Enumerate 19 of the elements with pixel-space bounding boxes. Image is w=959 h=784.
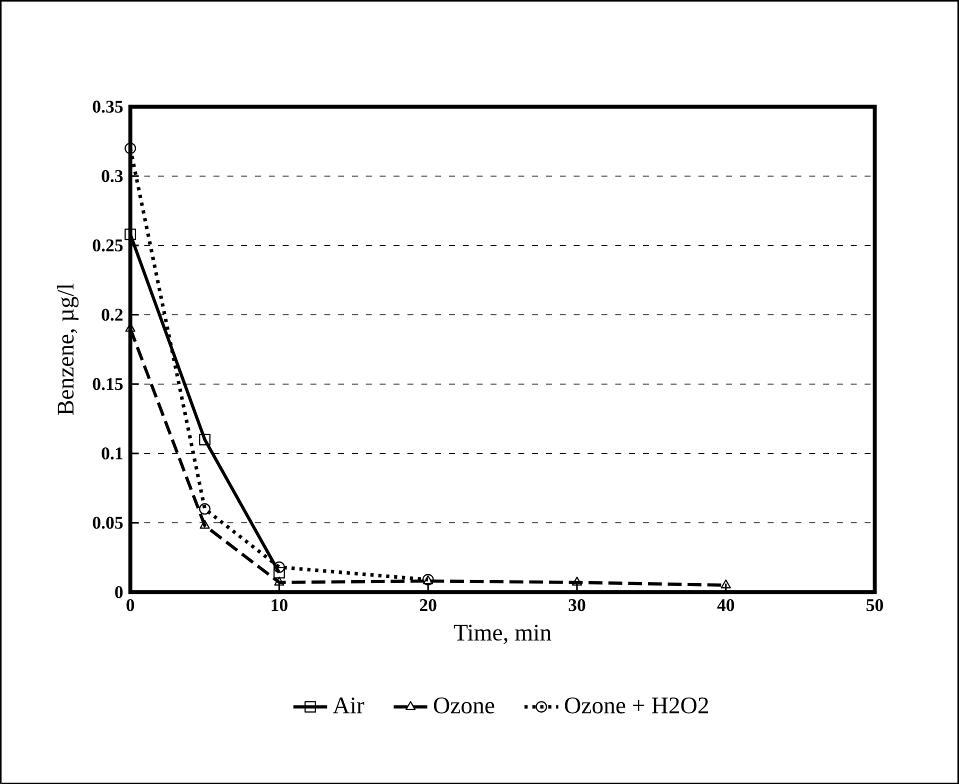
legend-label: Ozone bbox=[434, 697, 494, 714]
y-tick-label: 0.35 bbox=[92, 100, 123, 113]
y-axis-title: Benzene, µg/l bbox=[56, 284, 79, 415]
legend-label: Air bbox=[332, 697, 364, 714]
y-tick-label: 0.3 bbox=[102, 170, 123, 182]
x-tick-label: 30 bbox=[568, 598, 586, 611]
y-tick-label: 0.25 bbox=[92, 239, 123, 252]
y-tick-label: 0.1 bbox=[102, 447, 122, 460]
x-tick-label: 40 bbox=[717, 598, 734, 611]
legend-label: Ozone + H2O2 bbox=[564, 697, 708, 714]
y-tick-label: 0 bbox=[115, 586, 123, 598]
x-tick-label: 50 bbox=[866, 598, 883, 611]
x-tick-label: 10 bbox=[272, 598, 288, 611]
x-axis-title: Time, min bbox=[454, 624, 552, 644]
x-tick-label: 0 bbox=[126, 598, 134, 611]
y-tick-label: 0.15 bbox=[92, 378, 123, 390]
y-tick-label: 0.2 bbox=[102, 308, 123, 321]
y-tick-label: 0.05 bbox=[92, 516, 123, 529]
x-tick-label: 20 bbox=[420, 598, 436, 611]
